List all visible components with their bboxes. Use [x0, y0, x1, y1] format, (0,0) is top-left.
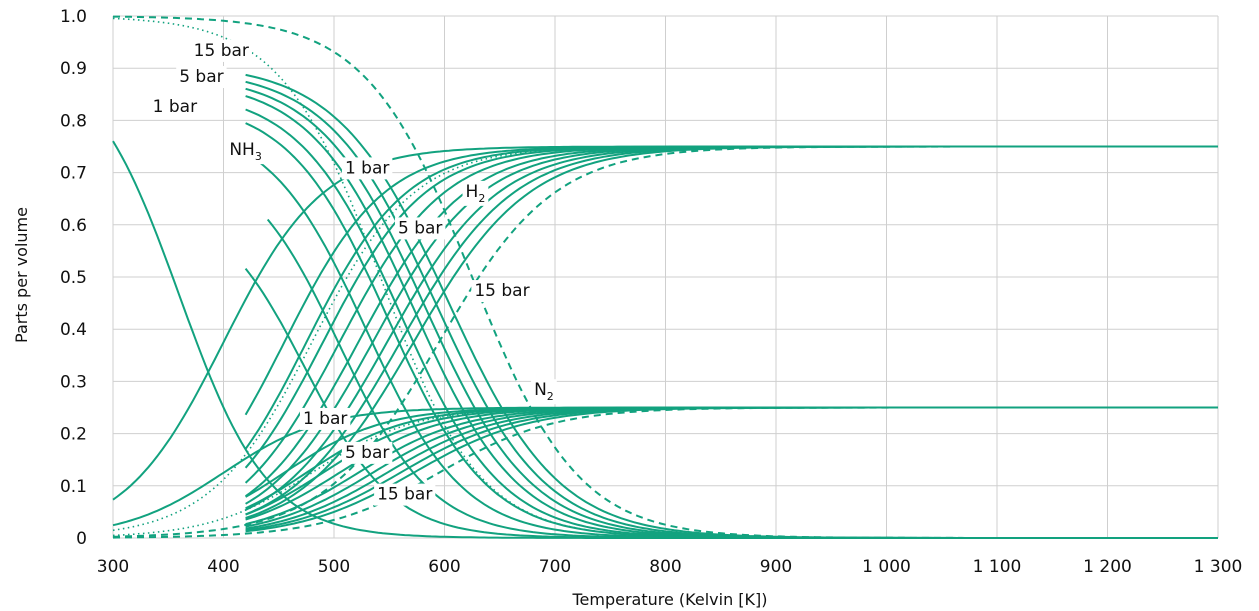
annotation-text: N2	[534, 380, 554, 403]
series-line-h2-16	[244, 145, 1218, 484]
series-line-h2-23	[112, 145, 1218, 538]
annotation-text: 1 bar	[303, 409, 347, 429]
series-line-h2-22	[112, 145, 1218, 532]
x-tick-label: 1 100	[973, 557, 1022, 577]
series-line-nh3-4	[245, 122, 1218, 539]
annotation-bg	[149, 95, 201, 118]
series-line-h2-14	[244, 145, 1218, 450]
annotation-nh3-1bar: 1 bar	[149, 95, 201, 118]
annotation-label: 15 bar	[194, 41, 249, 61]
x-tick-label: 1 300	[1194, 557, 1243, 577]
annotation-text: 15 bar	[194, 41, 249, 61]
x-axis-label: Temperature (Kelvin [K])	[571, 590, 767, 609]
y-tick-label: 0	[76, 529, 87, 549]
annotation-text: 15 bar	[377, 485, 432, 505]
annotation-n2-15bar: 15 bar	[374, 483, 436, 506]
series-line-n2-31	[245, 406, 1218, 530]
x-tick-label: 800	[649, 557, 681, 577]
annotation-h2-15bar: 15 bar	[471, 280, 533, 303]
annotation-text: 5 bar	[345, 443, 389, 463]
annotation-label: 5 bar	[179, 67, 223, 87]
y-tick-label: 1.0	[60, 7, 87, 27]
annotation-bg	[190, 39, 252, 62]
annotation-bg	[531, 379, 557, 405]
annotation-text: NH3	[229, 140, 262, 163]
annotation-nh3-species: NH3	[226, 139, 265, 165]
annotation-n2-5bar: 5 bar	[341, 441, 393, 464]
x-tick-label: 600	[428, 557, 460, 577]
y-tick-labels: 0 0.1 0.2 0.3 0.4 0.5 0.6 0.7 0.8 0.9 1.0	[60, 7, 87, 549]
annotation-bg	[394, 217, 446, 240]
annotation-text: H2	[466, 182, 486, 205]
annotation-subscript: 2	[478, 192, 485, 205]
annotation-text: 1 bar	[153, 97, 197, 117]
annotation-n2-1bar: 1 bar	[299, 407, 351, 430]
series-line-nh3-11	[113, 15, 1218, 539]
y-tick-label: 0.7	[60, 164, 87, 184]
annotation-label: H	[466, 182, 479, 202]
annotation-bg	[462, 180, 489, 206]
x-tick-label: 300	[97, 557, 129, 577]
annotation-subscript: 3	[255, 150, 262, 163]
y-tick-label: 0.6	[60, 216, 87, 236]
annotation-bg	[341, 157, 393, 180]
annotation-label: 1 bar	[303, 409, 347, 429]
annotation-label: N	[534, 380, 547, 400]
y-tick-label: 0.1	[60, 477, 87, 497]
annotation-bg	[299, 407, 351, 430]
annotation-nh3-5bar: 5 bar	[176, 66, 227, 89]
series-group	[112, 15, 1218, 539]
annotation-label: 5 bar	[345, 443, 389, 463]
series-line-n2-35	[112, 406, 1218, 539]
annotation-label: 15 bar	[377, 485, 432, 505]
series-line-n2-30	[245, 406, 1218, 528]
annotation-text: 15 bar	[474, 281, 529, 301]
annotation-h2-species: H2	[462, 180, 489, 206]
y-tick-label: 0.5	[60, 268, 87, 288]
x-tick-label: 900	[760, 557, 792, 577]
x-tick-label: 500	[318, 557, 350, 577]
annotation-label: 5 bar	[398, 218, 442, 238]
series-line-h2-13	[244, 145, 1218, 416]
x-tick-label: 400	[207, 557, 239, 577]
annotation-bg	[471, 280, 533, 303]
annotation-n2-species: N2	[531, 379, 557, 405]
y-axis-label: Parts per volume	[12, 207, 31, 343]
annotation-bg	[374, 483, 436, 506]
x-tick-labels: 300 400 500 600 700 800 900 1 000 1 100 1 200 1 30…	[97, 557, 1243, 577]
y-tick-label: 0.2	[60, 425, 87, 445]
y-tick-label: 0.9	[60, 59, 87, 79]
annotation-label: NH	[229, 140, 255, 160]
annotation-nh3-15bar: 15 bar	[190, 39, 252, 62]
annotation-label: 1 bar	[345, 158, 389, 178]
series-line-n2-29	[245, 406, 1218, 526]
x-tick-label: 1 200	[1083, 557, 1132, 577]
series-line-n2-32	[245, 406, 1218, 532]
annotation-label: 1 bar	[153, 97, 197, 117]
annotation-h2-1bar: 1 bar	[341, 157, 393, 180]
y-tick-label: 0.4	[60, 320, 87, 340]
annotation-text: 1 bar	[345, 158, 389, 178]
grid	[112, 15, 1219, 539]
series-line-nh3-9	[245, 73, 1218, 539]
x-tick-label: 700	[539, 557, 571, 577]
annotation-text: 5 bar	[179, 67, 223, 87]
annotation-bg	[341, 441, 393, 464]
annotation-label: 15 bar	[474, 281, 529, 301]
annotation-h2-5bar: 5 bar	[394, 217, 446, 240]
annotation-subscript: 2	[547, 390, 554, 403]
annotation-bg	[226, 139, 265, 165]
x-tick-label: 1 000	[862, 557, 911, 577]
annotation-text: 5 bar	[398, 218, 442, 238]
annotation-bg	[176, 66, 227, 89]
y-tick-label: 0.3	[60, 372, 87, 392]
y-tick-label: 0.8	[60, 111, 87, 131]
